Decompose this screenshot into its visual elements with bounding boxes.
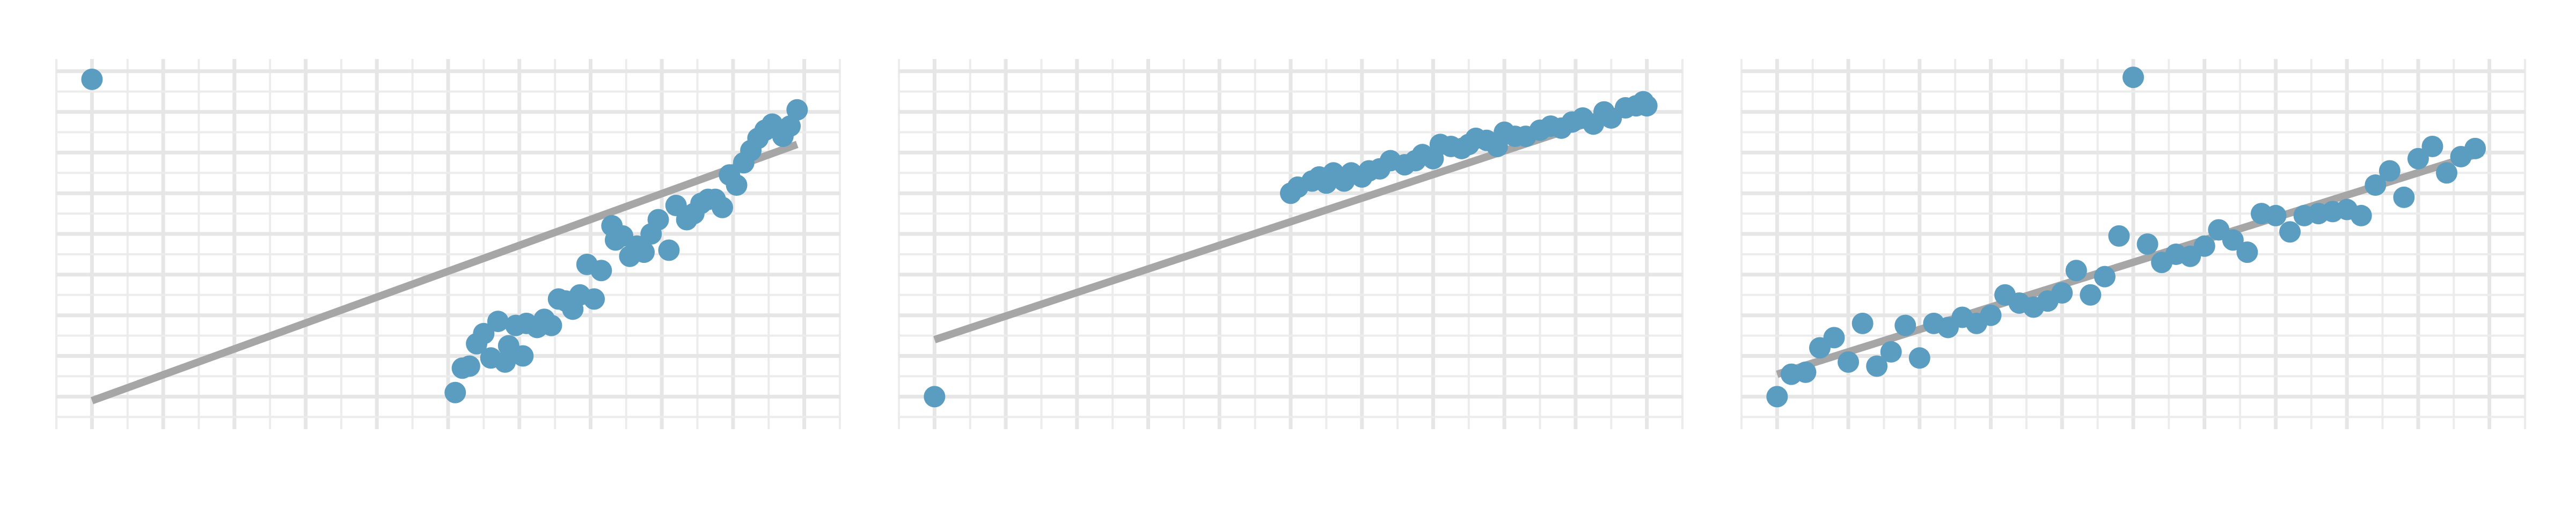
data-point: [2464, 137, 2486, 159]
grid: [1740, 59, 2526, 429]
data-point: [458, 355, 480, 377]
data-point: [2436, 162, 2457, 184]
data-point: [473, 322, 495, 344]
data-point: [81, 68, 103, 90]
data-point: [2222, 229, 2244, 251]
data-point: [1851, 312, 1874, 334]
data-point: [1823, 327, 1845, 349]
data-point: [786, 99, 808, 121]
data-point: [1636, 95, 1658, 117]
data-point: [658, 239, 680, 261]
data-point: [2193, 235, 2215, 257]
data-point: [487, 311, 509, 333]
data-point: [2393, 186, 2415, 208]
data-point: [924, 386, 946, 408]
data-point: [2265, 204, 2287, 226]
data-point: [2108, 225, 2130, 247]
data-point: [2136, 233, 2158, 255]
data-point: [2051, 282, 2073, 304]
data-point: [2421, 136, 2443, 158]
data-point: [1838, 351, 1860, 373]
data-point: [2236, 241, 2258, 263]
data-point: [1795, 361, 1817, 383]
data-point: [2123, 67, 2144, 89]
data-point: [2279, 221, 2301, 243]
data-point: [1880, 341, 1902, 363]
data-point: [2407, 148, 2429, 170]
fit-line: [1776, 149, 2484, 378]
data-point: [647, 209, 669, 231]
data-point: [779, 115, 801, 137]
data-point: [512, 345, 534, 367]
data-point: [494, 351, 516, 373]
data-point: [2350, 204, 2372, 226]
data-point: [590, 260, 612, 282]
scatter-panel-right: [1740, 59, 2526, 429]
fit-line: [90, 141, 799, 404]
data-point: [2080, 284, 2102, 306]
data-point: [1908, 347, 1930, 369]
data-point: [633, 241, 655, 263]
data-point: [2379, 160, 2401, 182]
data-point: [712, 196, 733, 218]
data-point: [726, 174, 748, 196]
data-point: [1980, 304, 2002, 326]
data-point: [583, 288, 605, 310]
data-point: [2094, 266, 2116, 288]
data-point: [2065, 260, 2087, 282]
data-point: [2365, 174, 2387, 196]
scatter-panel-middle: [898, 59, 1684, 429]
data-point: [1766, 386, 1788, 408]
data-point: [540, 314, 562, 336]
data-point: [1894, 314, 1916, 336]
data-point: [444, 381, 466, 403]
data-point: [1866, 355, 1888, 377]
scatter-panel-left: [55, 59, 841, 429]
